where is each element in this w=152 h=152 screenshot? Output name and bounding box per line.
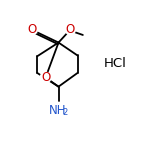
Circle shape bbox=[40, 72, 51, 83]
Text: O: O bbox=[41, 71, 50, 84]
Text: 2: 2 bbox=[62, 108, 68, 117]
Text: NH: NH bbox=[49, 104, 67, 117]
Text: HCl: HCl bbox=[104, 57, 127, 70]
Text: O: O bbox=[28, 23, 37, 36]
Circle shape bbox=[27, 25, 37, 35]
Circle shape bbox=[65, 25, 75, 35]
Text: O: O bbox=[66, 23, 75, 36]
